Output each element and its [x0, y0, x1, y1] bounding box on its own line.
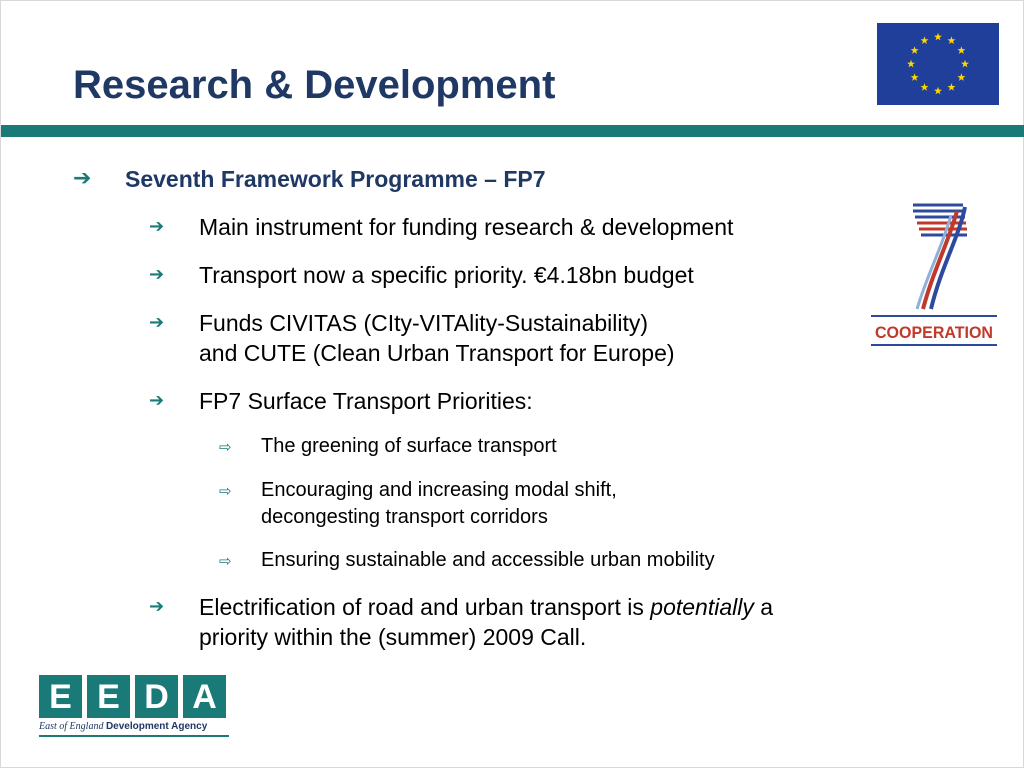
bullet-text: FP7 Surface Transport Priorities: [199, 388, 533, 414]
arrow-right-icon: ➔ [149, 390, 165, 411]
hollow-arrow-icon: ⇨ [219, 552, 232, 570]
eu-star [947, 83, 956, 91]
bullet-text-continued: priority within the (summer) 2009 Call. [199, 624, 587, 650]
hollow-arrow-icon: ⇨ [219, 482, 232, 500]
eu-star [907, 59, 915, 68]
eeda-letter: A [183, 675, 226, 718]
bullet-text: Main instrument for funding research & d… [199, 214, 734, 240]
eeda-underline [39, 735, 229, 737]
bullet-level2: Transport now a specific priority. €4.18… [199, 260, 694, 290]
arrow-right-icon: ➔ [149, 216, 165, 237]
eu-flag [877, 23, 999, 105]
eu-stars [907, 32, 969, 95]
eu-star [961, 59, 969, 68]
eu-star [920, 36, 929, 45]
bullet-text: Seventh Framework Programme – FP7 [125, 166, 546, 192]
bullet-text-continued: decongesting transport corridors [261, 506, 548, 528]
eeda-letter: D [135, 675, 178, 718]
eu-star [934, 86, 942, 95]
header-divider [1, 125, 1024, 137]
bullet-level2: Electrification of road and urban transp… [199, 592, 773, 652]
bullet-text: Electrification of road and urban transp… [199, 594, 774, 620]
eeda-letter: E [39, 675, 82, 718]
bullet-text: The greening of surface transport [261, 435, 557, 457]
eu-star [910, 73, 919, 81]
eu-star [947, 36, 956, 45]
bullet-level2: Funds CIVITAS (CIty-VITAlity-Sustainabil… [199, 308, 675, 368]
eu-star [920, 83, 929, 91]
bullet-level2: FP7 Surface Transport Priorities: [199, 386, 533, 416]
cooperation-label: COOPERATION [875, 323, 993, 342]
eu-star [957, 73, 966, 81]
bullet-text: Funds CIVITAS (CIty-VITAlity-Sustainabil… [199, 310, 649, 336]
eeda-letter: E [87, 675, 130, 718]
arrow-right-icon: ➔ [73, 166, 92, 191]
arrow-right-icon: ➔ [149, 264, 165, 285]
emphasis: potentially [650, 594, 754, 620]
bullet-level3: The greening of surface transport [261, 433, 557, 460]
bullet-level3: Ensuring sustainable and accessible urba… [261, 547, 715, 574]
arrow-right-icon: ➔ [149, 312, 165, 333]
eeda-tagline: East of England Development Agency [39, 721, 208, 732]
bullet-level3: Encouraging and increasing modal shift, … [261, 477, 617, 531]
fp7-cooperation-logo: COOPERATION [869, 197, 999, 353]
bullet-text: Encouraging and increasing modal shift, [261, 479, 617, 501]
bullet-text: Ensuring sustainable and accessible urba… [261, 549, 715, 571]
eu-star [957, 46, 966, 54]
bullet-text: Transport now a specific priority. €4.18… [199, 262, 694, 288]
eu-star [934, 32, 942, 41]
bullet-level2: Main instrument for funding research & d… [199, 212, 733, 242]
eu-star [910, 46, 919, 54]
bullet-level1: Seventh Framework Programme – FP7 [125, 166, 546, 193]
slide-title: Research & Development [73, 63, 556, 107]
hollow-arrow-icon: ⇨ [219, 438, 232, 456]
bullet-text-continued: and CUTE (Clean Urban Transport for Euro… [199, 340, 675, 366]
arrow-right-icon: ➔ [149, 596, 165, 617]
